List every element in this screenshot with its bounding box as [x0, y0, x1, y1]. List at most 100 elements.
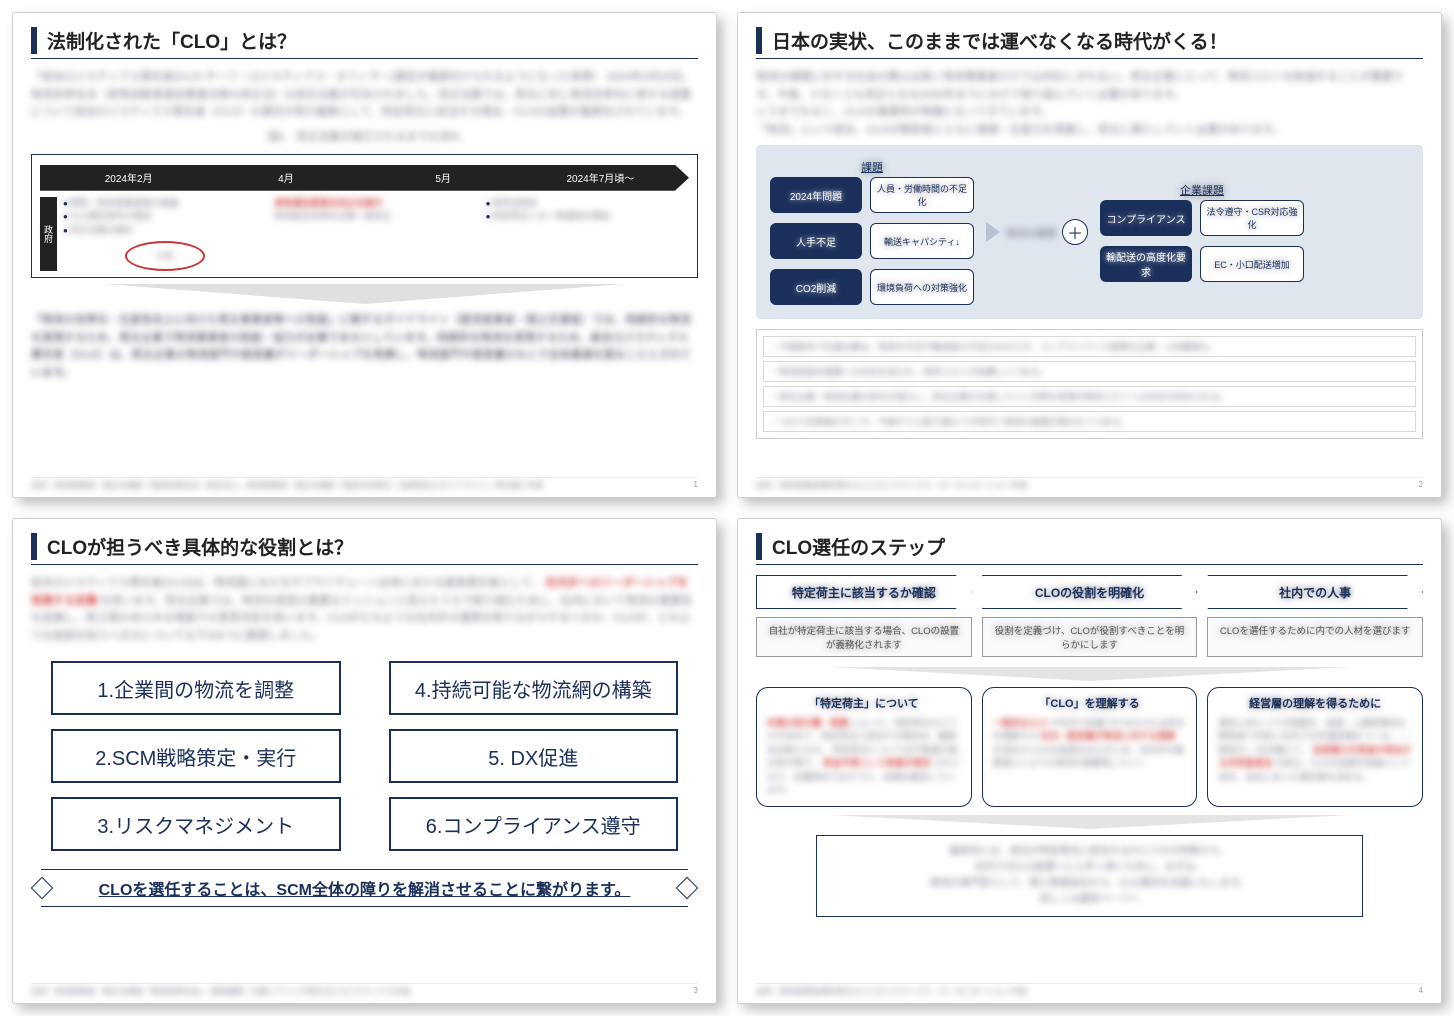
chip-dark: コンプライアンス — [1100, 200, 1192, 236]
step-1: 特定荷主に該当するか確認 — [756, 575, 972, 609]
tl1-item: 関係・物流事業者等の協議 — [63, 197, 266, 211]
dt-tail: を深める CLOの役割をあらかじめ、社内外の監督者にいよりも物流を重要視していく — [993, 745, 1185, 769]
slide-3-title: CLOが担うべき具体的な役割とは？ — [31, 533, 698, 560]
s2-right-head: 企業課題 — [1100, 182, 1304, 198]
timeline-bar: 2024年2月 4月 5月 2024年7月頃〜 — [40, 165, 689, 191]
note-row: ・物流高度化需要への対応を迫られ、物流コストが急騰しつつある。 — [763, 361, 1416, 382]
slide-1-footer: 出所：経済産業省・国土交通省「物流効率化法（改正法）」、経済産業省・国土交通省「… — [31, 477, 698, 491]
role-box-3: 3.リスクマネジメント — [51, 797, 341, 851]
role-box-4: 4.持続可能な物流網の構築 — [389, 661, 679, 715]
chevron-down-icon — [830, 815, 1350, 829]
s2-pair: 人手不足 輸送キャパシティ↓ — [770, 223, 974, 259]
timeline-side: 政府 — [40, 197, 57, 272]
chevron-down-icon — [105, 284, 625, 304]
tl1-item: 改正法案の検討 — [63, 224, 266, 238]
chevron-down-icon — [830, 667, 1350, 681]
role-box-1: 1.企業間の物流を調整 — [51, 661, 341, 715]
s2-left-group: 課題 2024年問題 人員・労働時間の不足化 人手不足 輸送キャパシティ↓ CO… — [770, 159, 974, 305]
tl1-item: CLO選任条件の規定 — [63, 210, 266, 224]
sub-2: 役割を定義づけ、CLOが役割すべきことを明らかにします — [982, 617, 1198, 657]
s2-left: 2024年問題 人員・労働時間の不足化 人手不足 輸送キャパシティ↓ CO2削減… — [770, 177, 974, 305]
slide-1-guideline: 「物流の効率化・生産性向上に向けた荷主事業者等への取組」に関するガイドライン（経… — [31, 312, 698, 382]
page-num: 1 — [694, 480, 698, 491]
s2-left-head: 課題 — [770, 159, 974, 175]
dt-title: 「特定荷主」について — [767, 696, 961, 713]
slide-2-intro: 物流の課題に対する社会の関心は高く物流事業者だけでは対応しきれない。荷主企業にと… — [756, 69, 1423, 139]
tl2-sub: 物流総合効率化法等一部改正 — [274, 210, 477, 224]
timeline-body: 政府 関係・物流事業者等の協議 CLO選任条件の規定 改正法案の検討 公布 貨物… — [40, 197, 689, 272]
footnote: 出所：経済産業省・国土交通省「物流効率化法（改正法）」、経済産業省・国土交通省「… — [31, 480, 543, 491]
slide-4-footer: 出所：経済産業省資料等をもとにロジスティクス・オーガニゼーション作成 4 — [756, 983, 1423, 997]
title-rule — [31, 564, 698, 565]
timeline-box: 2024年2月 4月 5月 2024年7月頃〜 政府 関係・物流事業者等の協議 … — [31, 154, 698, 279]
slide-3: CLOが担うべき具体的な役割とは？ 総合ロジスティクス責任者(CLO)は、物流面… — [12, 518, 717, 1004]
slide-3-intro: 総合ロジスティクス責任者(CLO)は、物流面におけるサプライチェーン全体における… — [31, 575, 698, 645]
dt-title: 「CLO」を理解する — [993, 696, 1187, 713]
sub-1: 自社が特定荷主に該当する場合、CLOの設置が義務化されます — [756, 617, 972, 657]
tl-col-1: 関係・物流事業者等の協議 CLO選任条件の規定 改正法案の検討 公布 — [63, 197, 266, 272]
plus-icon: ＋ — [1062, 219, 1088, 245]
triangle-right-icon — [986, 222, 1000, 242]
detail-box-1: 「特定荷主」について 年間の取引量・規模 によって、特定荷主かどうかが決まり、特… — [756, 687, 972, 807]
chip-light: EC・小口配送増加 — [1200, 246, 1304, 282]
chip-light: 法令遵守・CSR対応強化 — [1200, 200, 1304, 236]
chip-dark: 人手不足 — [770, 223, 862, 259]
footnote: 出所：経済産業省・国土交通省「物流効率化法」、国政機関・企業ヒアリング等を元にロ… — [31, 986, 410, 997]
slide-3-footer: 出所：経済産業省・国土交通省「物流効率化法」、国政機関・企業ヒアリング等を元にロ… — [31, 983, 698, 997]
dt-red2: 社内・経営層が物流に対する理解 — [1040, 731, 1175, 741]
page-num: 4 — [1419, 986, 1423, 997]
final-box: 最終的には、自社が特定荷主に該当するかどうかの判断から、 社内でのCLO設置へと… — [816, 835, 1363, 917]
footnote: 出所：経済産業省資料等をもとにロジスティクス・オーガニゼーション作成 — [756, 986, 1027, 997]
s2-diagram: 課題 2024年問題 人員・労働時間の不足化 人手不足 輸送キャパシティ↓ CO… — [756, 145, 1423, 319]
slide-2: 日本の実状、このままでは運べなくなる時代がくる！ 物流の課題に対する社会の関心は… — [737, 12, 1442, 498]
mid-label: 物流の課題 — [1006, 225, 1056, 240]
tl3-item: 物流法制定 — [486, 197, 689, 211]
tl-label-3: 5月 — [365, 170, 522, 185]
slide-2-title: 日本の実状、このままでは運べなくなる時代がくる！ — [756, 27, 1423, 54]
dt-title: 経営層の理解を得るために — [1218, 696, 1412, 713]
s2-pair: コンプライアンス 法令遵守・CSR対応強化 — [1100, 200, 1304, 236]
title-rule — [756, 564, 1423, 565]
detail-box-2: 「CLO」を理解する 一般的なCLO や社内で定義づけるCLOとは何かを理解する… — [982, 687, 1198, 807]
s2-pair: 輸配送の高度化要求 EC・小口配送増加 — [1100, 246, 1304, 282]
chip-light: 輸送キャパシティ↓ — [870, 223, 974, 259]
slide-4-title: CLO選任のステップ — [756, 533, 1423, 560]
footnote: 出所：経済産業省資料等をもとにロジスティクス・オーガニゼーション作成 — [756, 480, 1027, 491]
note-row: ・今後数年で先進企業は、物流の不足や輸送能力不足のみならず、コンプライアンス面等… — [763, 336, 1416, 357]
detail-row: 「特定荷主」について 年間の取引量・規模 によって、特定荷主かどうかが決まり、特… — [756, 687, 1423, 807]
sub-row: 自社が特定荷主に該当する場合、CLOの設置が義務化されます 役割を定義づけ、CL… — [756, 617, 1423, 657]
slide-4: CLO選任のステップ 特定荷主に該当するか確認 CLOの役割を明確化 社内での人… — [737, 518, 1442, 1004]
title-rule — [31, 58, 698, 59]
page-num: 2 — [1419, 480, 1423, 491]
tl-col-2: 貨物運送事業法改正法施行 物流総合効率化法等一部改正 — [274, 197, 477, 272]
step-row: 特定荷主に該当するか確認 CLOの役割を明確化 社内での人事 — [756, 575, 1423, 609]
page-num: 3 — [694, 986, 698, 997]
s3-intro-1: 総合ロジスティクス責任者(CLO)は、物流面におけるサプライチェーン全体における… — [31, 577, 543, 589]
dt-red: 年間の取引量・規模 — [767, 718, 848, 728]
tl-col-3: 物流法制定 特定荷主への一斉通知を開始 — [486, 197, 689, 272]
tl2-red: 貨物運送事業法改正法施行 — [274, 197, 477, 211]
slide-1-title: 法制化された「CLO」とは？ — [31, 27, 698, 54]
note-row: ・コロナ収束後の今こそ、今後すぐに取り組むべき時代へ物流の価値が問われつつある。 — [763, 411, 1416, 432]
s2-pair: 2024年問題 人員・労働時間の不足化 — [770, 177, 974, 213]
role-box-5: 5. DX促進 — [389, 729, 679, 783]
slide-1-intro: 「総合ロジスティクス責任者(CLO=チーフ・ロジスティクス・オフィサー)選定が義… — [31, 69, 698, 122]
tl-label-2: 4月 — [207, 170, 364, 185]
note-row: ・荷主企業・物流企業の双方が協力し、荷主企業が主導していく世界の実現が物流コスト… — [763, 386, 1416, 407]
slide-3-summary: CLOを選任することは、SCM全体の障りを解消させることに繋がります。 — [41, 869, 688, 907]
chip-dark: CO2削減 — [770, 269, 862, 305]
chip-light: 環境負荷への対策強化 — [870, 269, 974, 305]
s2-notes: ・今後数年で先進企業は、物流の不足や輸送能力不足のみならず、コンプライアンス面等… — [756, 329, 1423, 439]
role-grid: 1.企業間の物流を調整 4.持続可能な物流網の構築 2.SCM戦略策定・実行 5… — [51, 661, 678, 851]
s2-right-group: 企業課題 コンプライアンス 法令遵守・CSR対応強化 輸配送の高度化要求 EC・… — [1100, 182, 1304, 282]
dt-red2: 政省令等として詳細が規定 — [823, 758, 931, 768]
role-box-6: 6.コンプライアンス遵守 — [389, 797, 679, 851]
role-box-2: 2.SCM戦略策定・実行 — [51, 729, 341, 783]
tl-label-4: 2024年7月頃〜 — [522, 170, 679, 185]
s2-pair: CO2削減 環境負荷への対策強化 — [770, 269, 974, 305]
dt-red: 一般的なCLO — [993, 718, 1048, 728]
detail-box-3: 経営層の理解を得るために 選任にあたっての情報を、役員・上層部等含む関係者で共有… — [1207, 687, 1423, 807]
chip-dark: 2024年問題 — [770, 177, 862, 213]
s2-mid: 物流の課題 ＋ — [986, 219, 1088, 245]
chip-light: 人員・労働時間の不足化 — [870, 177, 974, 213]
